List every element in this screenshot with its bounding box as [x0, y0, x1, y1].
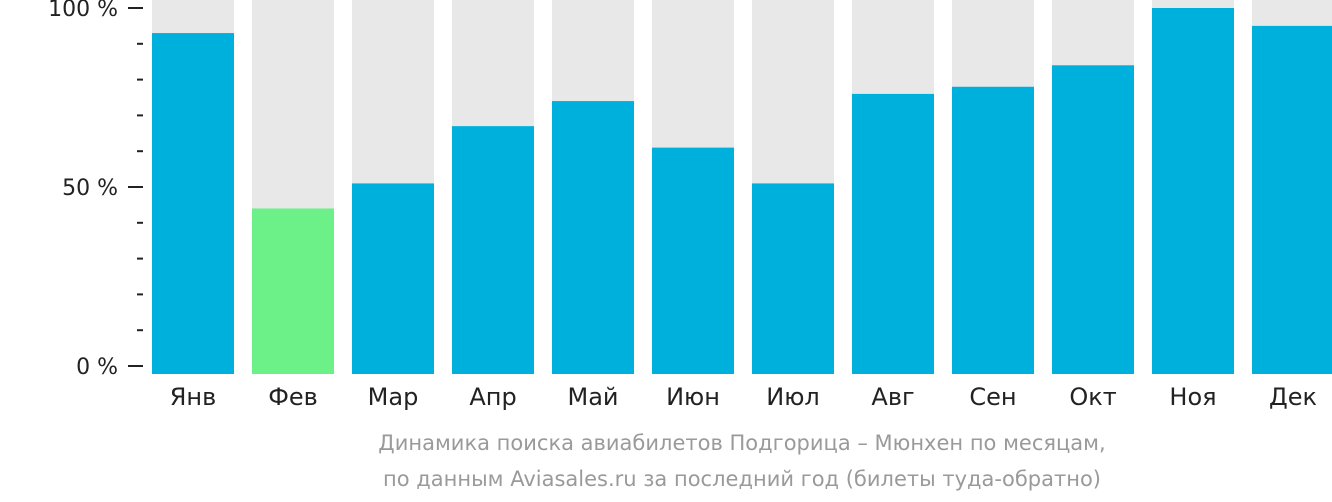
- chart-caption-line-1: Динамика поиска авиабилетов Подгорица – …: [378, 431, 1106, 455]
- y-tick-label: 0 %: [76, 355, 118, 380]
- bar-Апр: [452, 126, 534, 374]
- x-tick-label: Ноя: [1169, 383, 1216, 411]
- bar-Окт: [1052, 65, 1134, 374]
- x-tick-label: Авг: [871, 383, 914, 411]
- y-axis: 0 % 50 % 100 %: [48, 0, 143, 380]
- bar-Июл: [752, 183, 834, 374]
- x-tick-label: Июн: [666, 383, 720, 411]
- bar-Янв: [152, 33, 234, 375]
- x-tick-label: Апр: [469, 383, 516, 411]
- bar-Авг: [852, 93, 934, 375]
- bar-Фев: [252, 208, 334, 374]
- bar-Сен: [952, 86, 1034, 374]
- x-tick-label: Июл: [766, 383, 820, 411]
- y-tick-label: 100 %: [48, 0, 118, 22]
- bars: [152, 0, 1332, 375]
- x-tick-label: Сен: [969, 383, 1016, 411]
- bar-Июн: [652, 147, 734, 374]
- bar-Май: [552, 101, 634, 374]
- bar-Ноя: [1152, 8, 1234, 374]
- x-tick-label: Янв: [170, 383, 217, 411]
- y-tick-label: 50 %: [62, 176, 118, 201]
- x-axis-labels: Янв Фев Мар Апр Май Июн Июл Авг Сен Окт Ноя Дек: [170, 383, 1317, 411]
- x-tick-label: Окт: [1069, 383, 1116, 411]
- bar-Мар: [352, 183, 434, 374]
- chart-caption-line-2: по данным Aviasales.ru за последний год …: [383, 467, 1101, 491]
- x-tick-label: Дек: [1269, 383, 1317, 411]
- x-tick-label: Мар: [368, 383, 419, 411]
- x-tick-label: Май: [567, 383, 618, 411]
- bar-Дек: [1252, 25, 1332, 375]
- x-tick-label: Фев: [268, 383, 318, 411]
